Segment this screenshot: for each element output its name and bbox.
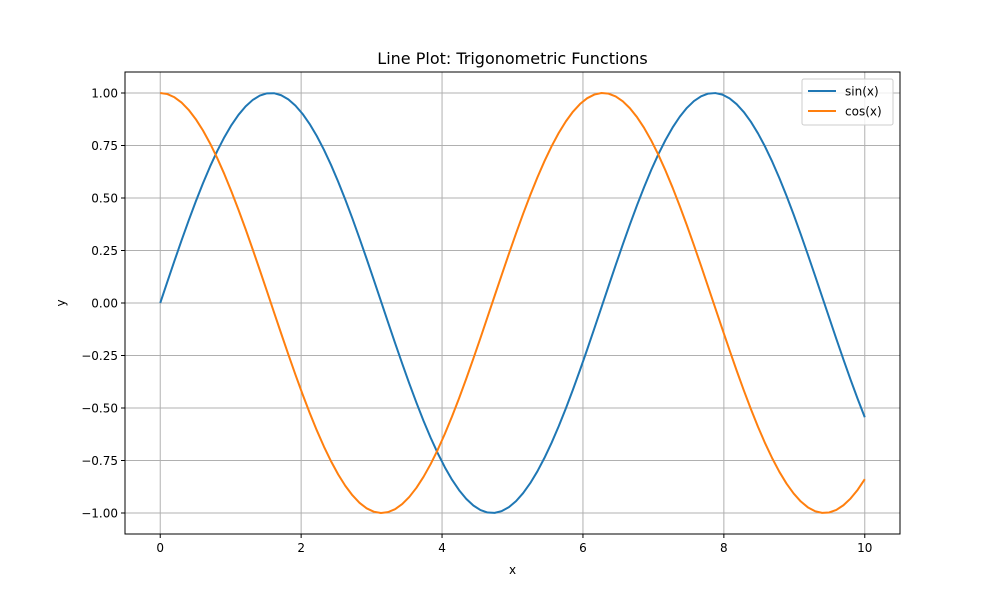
x-tick-label: 0 (156, 541, 164, 555)
y-tick-label: −0.75 (81, 454, 118, 468)
x-tick-label: 8 (720, 541, 728, 555)
series-lines (159, 92, 866, 514)
y-tick-label: −1.00 (81, 507, 118, 521)
y-tick-label: 0.50 (91, 192, 118, 206)
y-tick-label: 0.00 (91, 297, 118, 311)
legend: sin(x) cos(x) (801, 78, 894, 126)
chart-title: Line Plot: Trigonometric Functions (377, 49, 647, 68)
x-tick-label: 6 (579, 541, 587, 555)
grid-lines (125, 72, 900, 534)
cos-series-line (160, 92, 866, 514)
y-tick-label: −0.50 (81, 402, 118, 416)
y-tick-label: 0.25 (91, 244, 118, 258)
x-tick-label: 2 (297, 541, 305, 555)
y-axis-label: y (54, 299, 68, 306)
y-tick-label: 0.75 (91, 139, 118, 153)
axis-ticks: 0 2 4 6 8 10 −1.00 −0.75 −0.50 −0.25 0.00 0.25 0.50 0… (81, 87, 872, 556)
legend-label-cos: cos(x) (845, 105, 882, 119)
legend-label-sin: sin(x) (845, 85, 879, 99)
x-axis-label: x (509, 563, 516, 577)
y-tick-label: −0.25 (81, 349, 118, 363)
x-tick-label: 4 (438, 541, 446, 555)
sin-series-line (159, 92, 866, 514)
y-tick-label: 1.00 (91, 87, 118, 101)
x-tick-label: 10 (857, 541, 872, 555)
